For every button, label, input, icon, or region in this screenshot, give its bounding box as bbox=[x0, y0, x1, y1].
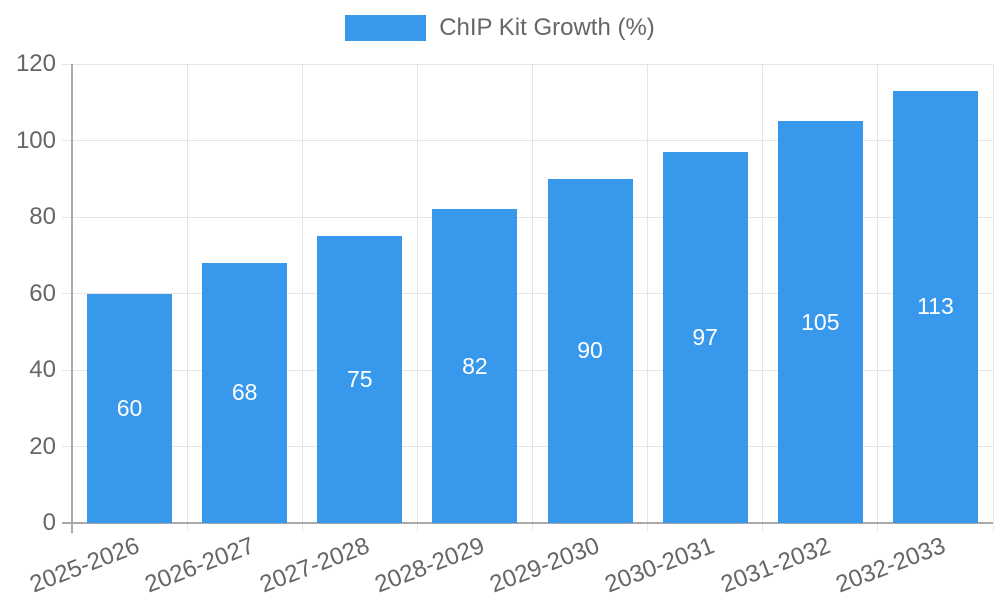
y-tick-label: 20 bbox=[29, 432, 56, 460]
x-tick bbox=[532, 523, 533, 531]
y-tick bbox=[62, 446, 72, 447]
x-tick-label: 2028-2029 bbox=[371, 532, 489, 599]
x-tick bbox=[416, 523, 418, 531]
bar[interactable]: 97 bbox=[662, 151, 748, 523]
y-tick bbox=[62, 216, 72, 218]
x-gridline bbox=[301, 64, 303, 523]
y-tick bbox=[62, 140, 72, 141]
x-tick bbox=[647, 523, 649, 531]
legend-label: ChIP Kit Growth (%) bbox=[439, 14, 655, 41]
bar[interactable]: 90 bbox=[547, 178, 633, 523]
y-axis-line bbox=[71, 64, 73, 533]
x-tick bbox=[186, 523, 188, 531]
bar-value-label: 82 bbox=[462, 352, 488, 379]
x-tick bbox=[992, 523, 994, 531]
y-tick bbox=[62, 63, 72, 65]
x-tick bbox=[762, 523, 764, 531]
bar-value-label: 105 bbox=[801, 308, 840, 335]
x-tick-label: 2032-2033 bbox=[831, 532, 949, 599]
x-axis-line bbox=[62, 522, 993, 524]
bar[interactable]: 105 bbox=[777, 121, 863, 523]
x-gridline bbox=[762, 64, 764, 523]
bar[interactable]: 82 bbox=[432, 209, 518, 523]
x-gridline bbox=[186, 64, 188, 523]
x-gridline bbox=[647, 64, 649, 523]
y-tick-label: 120 bbox=[15, 50, 56, 77]
bar-value-label: 97 bbox=[692, 323, 718, 350]
x-tick-label: 2031-2032 bbox=[716, 532, 834, 599]
bar[interactable]: 75 bbox=[317, 236, 403, 523]
x-tick-label: 2030-2031 bbox=[601, 532, 719, 599]
bar[interactable]: 60 bbox=[87, 293, 173, 523]
x-tick-label: 2026-2027 bbox=[141, 532, 259, 599]
legend[interactable]: ChIP Kit Growth (%) bbox=[0, 14, 1000, 42]
y-tick-label: 80 bbox=[29, 203, 56, 230]
bar-value-label: 113 bbox=[917, 293, 954, 320]
y-tick bbox=[62, 369, 72, 371]
bar-value-label: 90 bbox=[577, 337, 603, 364]
bar-value-label: 60 bbox=[116, 394, 143, 421]
bar[interactable]: 68 bbox=[202, 262, 288, 523]
bar[interactable]: 113 bbox=[892, 90, 978, 523]
bar-value-label: 75 bbox=[347, 366, 373, 393]
x-tick bbox=[877, 523, 879, 531]
x-tick bbox=[301, 523, 303, 531]
x-gridline bbox=[532, 64, 533, 523]
x-tick-label: 2027-2028 bbox=[256, 532, 374, 599]
x-gridline bbox=[992, 64, 994, 523]
x-gridline bbox=[416, 64, 418, 523]
y-tick-label: 100 bbox=[15, 126, 56, 154]
y-tick-label: 0 bbox=[42, 509, 56, 536]
y-tick-label: 60 bbox=[29, 279, 56, 307]
x-tick-label: 2025-2026 bbox=[26, 532, 143, 599]
x-gridline bbox=[877, 64, 879, 523]
y-tick bbox=[62, 293, 72, 294]
y-tick-label: 40 bbox=[29, 356, 56, 383]
bar-value-label: 68 bbox=[231, 379, 258, 406]
legend-swatch bbox=[345, 15, 427, 41]
x-tick-label: 2029-2030 bbox=[486, 532, 604, 599]
